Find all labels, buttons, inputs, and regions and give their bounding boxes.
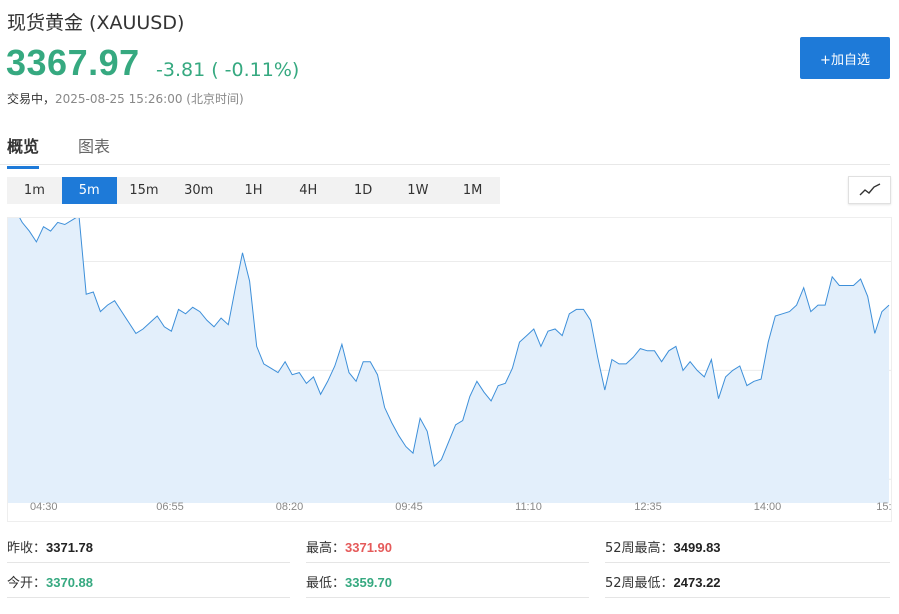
price-chart[interactable]: 3370.003365.003360.0004:3006:5508:2009:4… [7, 217, 892, 522]
stat-high: 最高：3371.90 [306, 537, 392, 556]
period-15m[interactable]: 15m [129, 183, 159, 198]
period-5m[interactable]: 5m [61, 177, 117, 204]
x-tick-label: 09:45 [395, 501, 423, 513]
divider [605, 562, 890, 563]
divider [306, 562, 589, 563]
divider [605, 597, 890, 598]
period-1m[interactable]: 1m [23, 183, 45, 198]
divider [7, 562, 290, 563]
stat-prev-close: 昨收：3371.78 [7, 537, 93, 556]
stats-row-2: 今开：3370.88 最低：3359.70 52周最低：2473.22 [0, 565, 890, 595]
trading-status-label: 交易中， [7, 92, 56, 106]
stats-row-1: 昨收：3371.78 最高：3371.90 52周最高：3499.83 [0, 530, 890, 560]
chart-type-button[interactable] [848, 176, 891, 204]
stat-label: 今开： [7, 576, 47, 591]
divider [306, 597, 589, 598]
tab-chart[interactable]: 图表 [78, 137, 111, 156]
price-change: -3.81 ( -0.11%) [156, 59, 300, 81]
instrument-title: 现货黄金 (XAUUSD) [7, 12, 185, 34]
x-tick-label: 14:00 [754, 501, 782, 513]
stat-label: 最高： [306, 541, 346, 556]
stat-label: 52周最高： [605, 541, 674, 556]
stat-open: 今开：3370.88 [7, 572, 93, 591]
stat-value: 2473.22 [673, 575, 721, 590]
stat-value: 3370.88 [46, 575, 94, 590]
line-chart-icon [859, 183, 880, 196]
period-1h[interactable]: 1H [244, 183, 263, 198]
divider [7, 597, 290, 598]
x-tick-label: 15:2 [876, 501, 891, 513]
stat-value: 3371.78 [46, 540, 94, 555]
stat-high-52w: 52周最高：3499.83 [605, 537, 721, 556]
stat-value: 3371.90 [345, 540, 393, 555]
price-line [19, 218, 890, 468]
tab-overview[interactable]: 概览 [7, 133, 40, 169]
stat-label: 最低： [306, 576, 346, 591]
x-tick-label: 12:35 [634, 501, 662, 513]
section-tabs: 概览 图表 [0, 126, 890, 169]
x-tick-label: 08:20 [276, 501, 304, 513]
add-to-watchlist-button[interactable]: +加自选 [800, 37, 890, 79]
period-4h[interactable]: 4H [299, 183, 318, 198]
trading-status: 交易中，2025-08-25 15:26:00 (北京时间) [7, 90, 244, 107]
stat-low: 最低：3359.70 [306, 572, 392, 591]
stat-low-52w: 52周最低：2473.22 [605, 572, 721, 591]
period-1mo[interactable]: 1M [462, 183, 483, 198]
current-price: 3367.97 [6, 42, 140, 83]
price-chart-svg: 3370.003365.003360.0004:3006:5508:2009:4… [8, 218, 891, 513]
price-area [8, 218, 889, 503]
stat-value: 3359.70 [345, 575, 393, 590]
x-tick-label: 04:30 [30, 501, 58, 513]
period-1w[interactable]: 1W [407, 183, 429, 198]
x-tick-label: 11:10 [515, 501, 542, 513]
period-1d[interactable]: 1D [353, 183, 373, 198]
trading-status-time: 2025-08-25 15:26:00 (北京时间) [55, 92, 244, 106]
stat-value: 3499.83 [673, 540, 721, 555]
period-30m[interactable]: 30m [184, 183, 214, 198]
stat-label: 52周最低： [605, 576, 674, 591]
period-selector: 1m 5m 15m 30m 1H 4H 1D 1W 1M [7, 177, 500, 204]
x-tick-label: 06:55 [156, 501, 184, 513]
stat-label: 昨收： [7, 541, 47, 556]
